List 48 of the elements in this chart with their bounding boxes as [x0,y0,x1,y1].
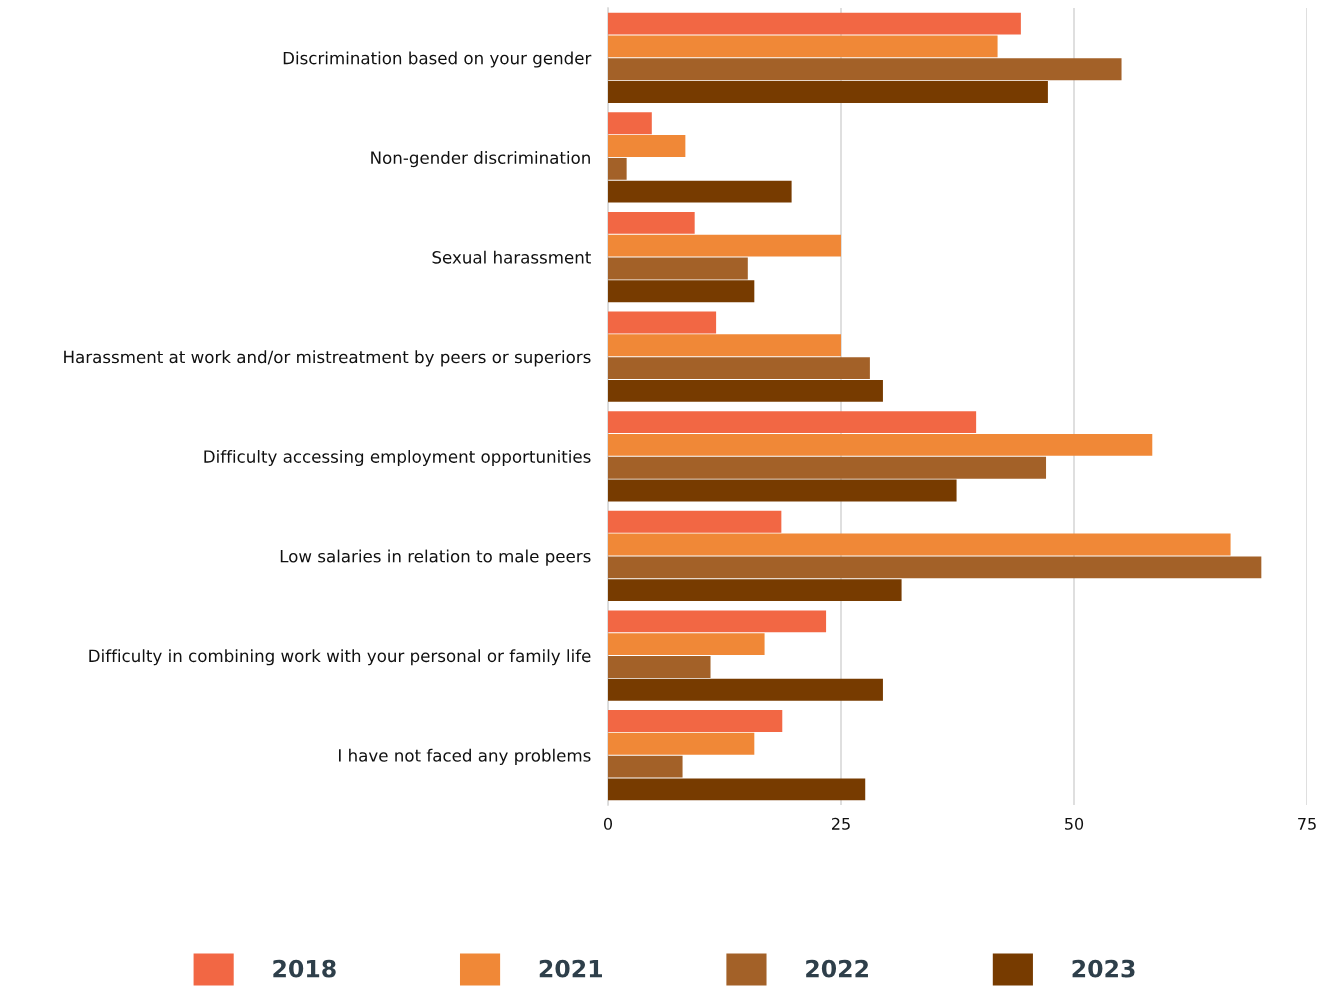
bar [608,479,957,502]
y-tick-label: Non-gender discrimination [371,151,590,168]
bar [608,610,827,633]
legend-label: 2018 [273,959,336,978]
y-tick-label: Sexual harassment [432,250,591,264]
bar [608,411,977,433]
x-tick-label: 50 [1065,817,1084,830]
x-tick-label: 0 [603,817,613,830]
legend-label: 2022 [806,959,868,978]
bar [608,12,1021,35]
y-tick-label: Discrimination based on your gender [283,51,592,68]
legend-label: 2023 [1072,959,1135,978]
bar [608,556,1262,579]
bar [608,334,841,357]
bar [608,533,1231,556]
y-tick-label: Difficulty accessing employment opportunities [204,449,591,467]
bar [608,678,883,701]
bar [608,656,711,678]
bar [608,81,1048,103]
bar [608,456,1047,479]
bar [608,778,866,801]
y-tick-label: Difficulty in combining work with your personal or family life [89,649,591,666]
x-tick-label: 75 [1298,817,1316,830]
bar [608,510,782,533]
bar [608,211,695,234]
bar [608,135,686,157]
bar [608,357,870,379]
bar [608,35,998,58]
bar [608,311,717,334]
y-tick-label: Low salaries in relation to male peers [280,549,591,566]
bar [608,234,841,257]
y-tick-label: I have not faced any problems [339,748,591,765]
bar [608,257,748,280]
bar [608,755,683,778]
bar [608,732,755,755]
legend-label: 2021 [539,959,602,978]
bar [608,710,783,732]
y-tick-label: Harassment at work and/or mistreatment by peers or superiors [64,350,591,367]
bar [608,157,627,180]
bar [608,434,1153,456]
bar [608,280,755,303]
x-tick-label: 25 [832,817,850,830]
bar [608,579,902,602]
bar [608,112,652,135]
bar [608,58,1122,81]
bar [608,633,765,656]
bar [608,380,883,402]
bar [608,180,792,203]
